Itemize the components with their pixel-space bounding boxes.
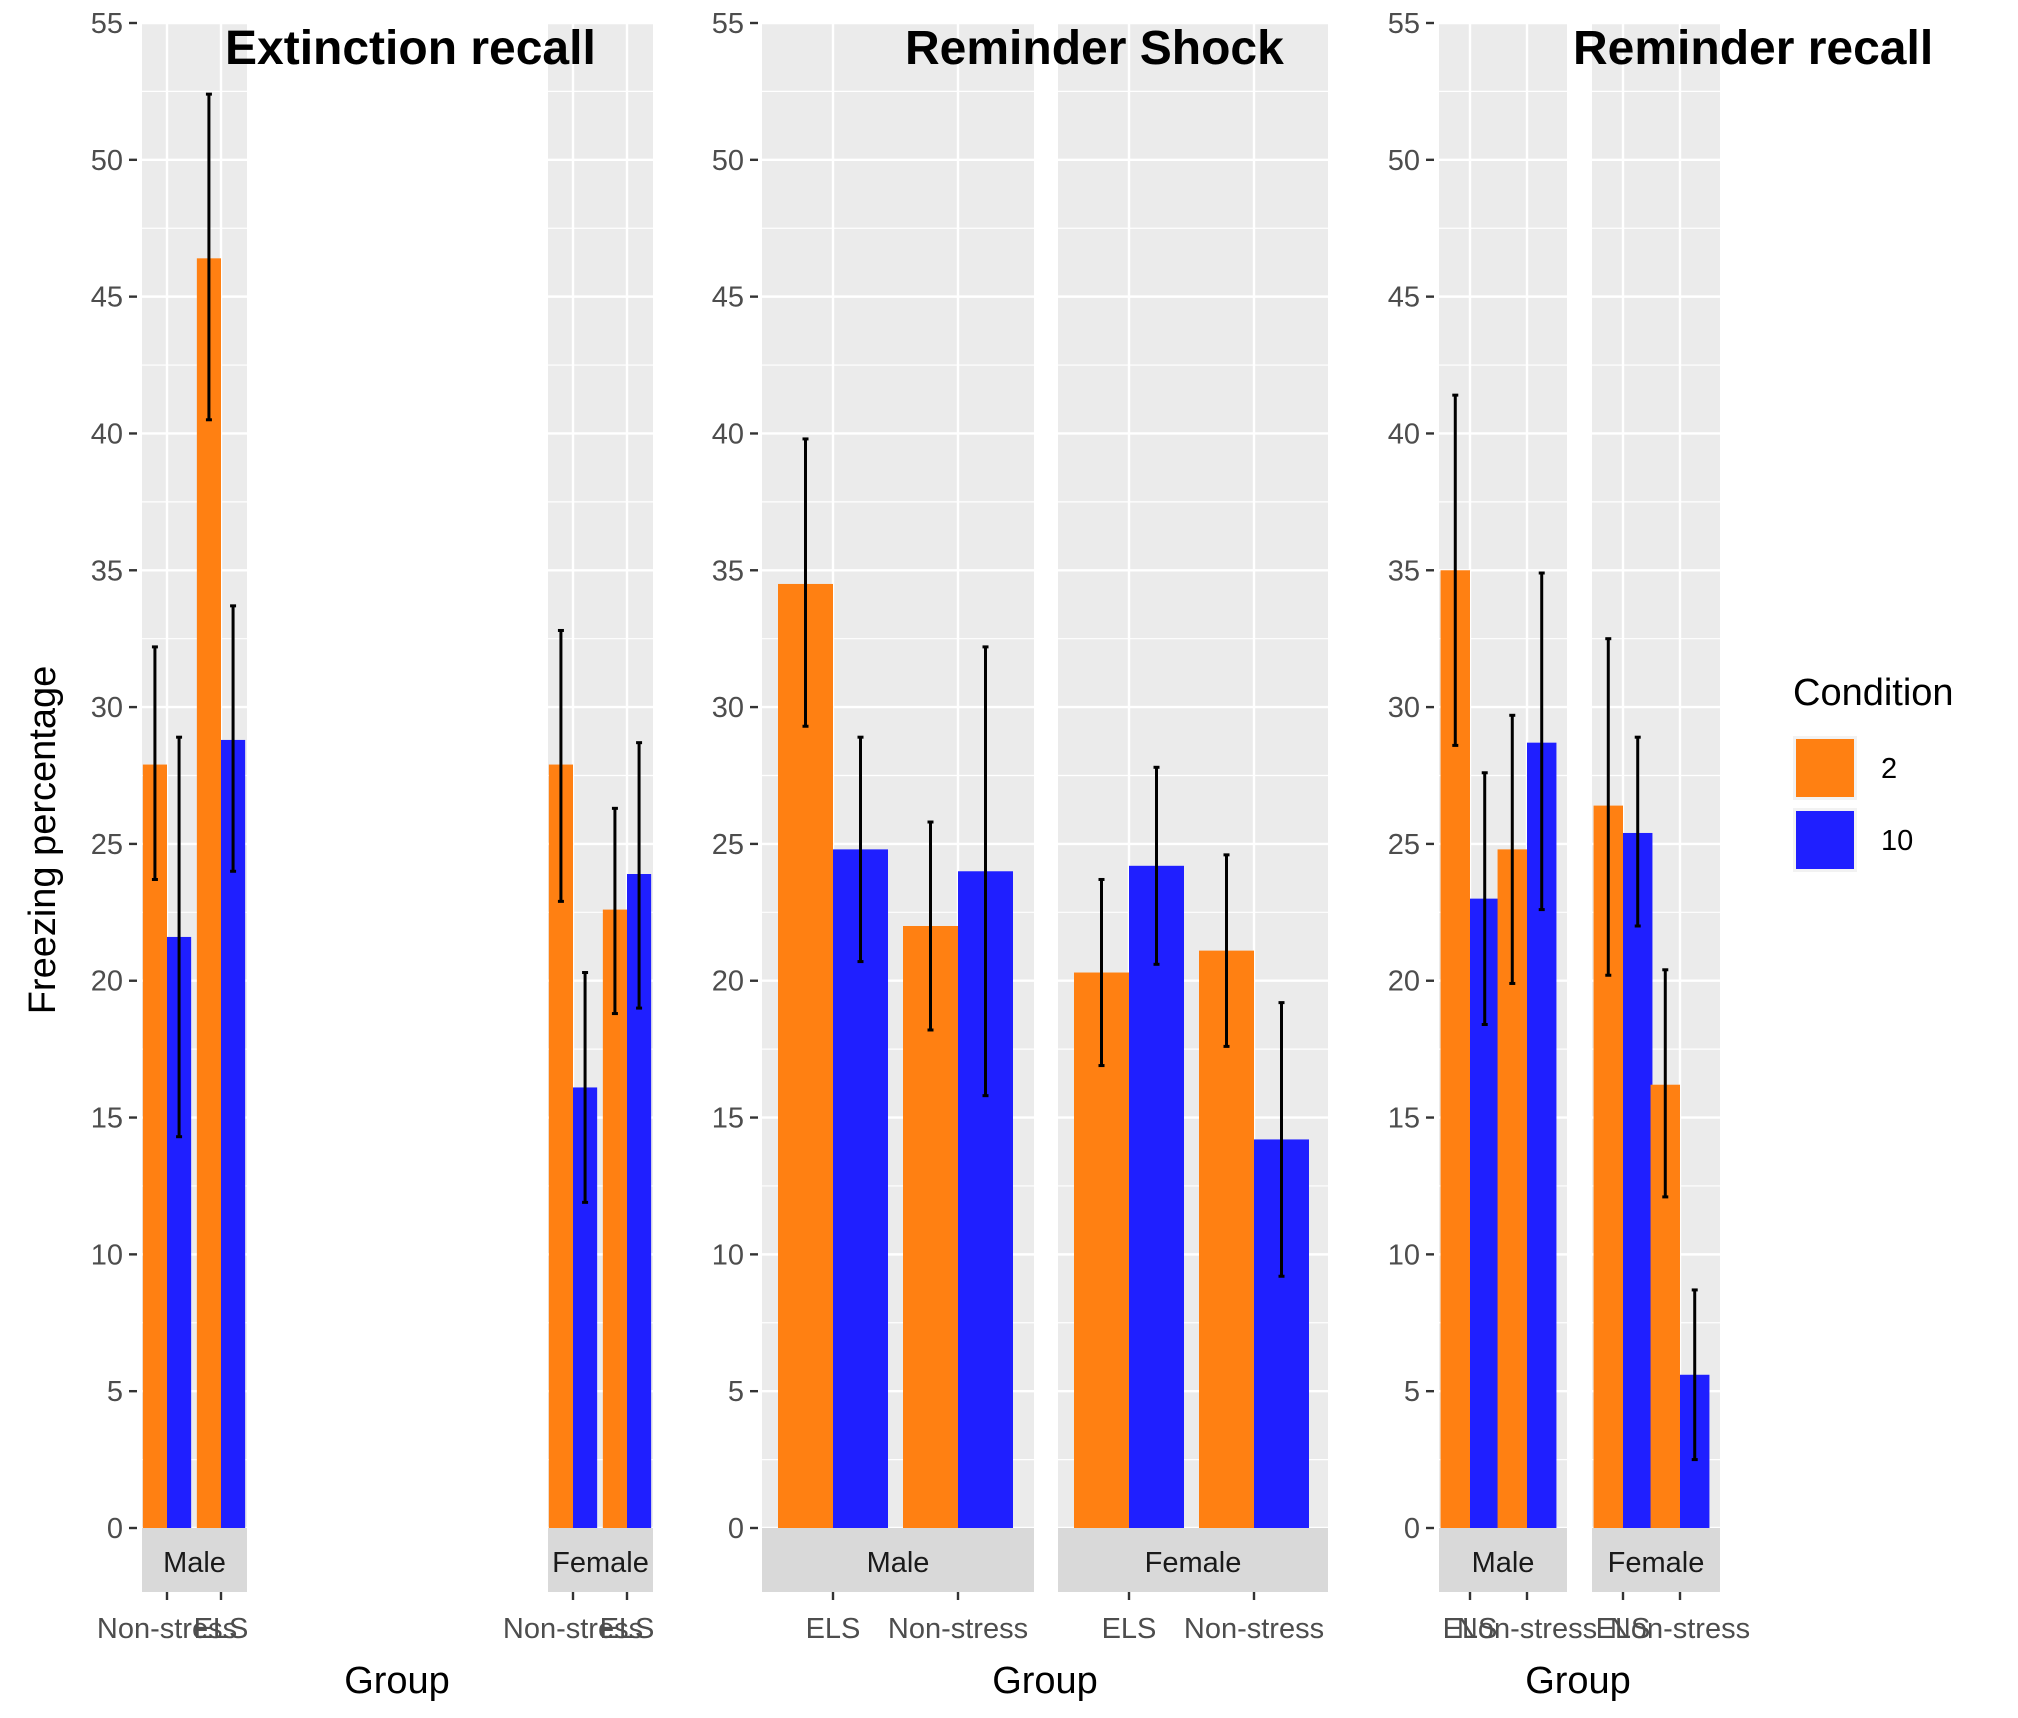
y-tick-label: 20 bbox=[712, 966, 744, 998]
y-tick-label: 35 bbox=[91, 555, 123, 587]
y-tick-label: 55 bbox=[91, 8, 123, 40]
facet-strip bbox=[1592, 1528, 1720, 1592]
y-tick-label: 30 bbox=[91, 692, 123, 724]
bar bbox=[1129, 865, 1184, 1528]
y-tick-label: 5 bbox=[728, 1376, 744, 1408]
legend-label: 2 bbox=[1881, 753, 1897, 785]
panels-layer: MaleNon-stressELSFemaleNon-stressELS0510… bbox=[91, 8, 1933, 1702]
x-tick-label: ELS bbox=[1102, 1613, 1157, 1645]
facet-strip bbox=[142, 1528, 247, 1592]
y-tick-label: 15 bbox=[1388, 1103, 1420, 1135]
facet-female: Female ELS Non-stress bbox=[1058, 21, 1328, 1645]
bar bbox=[1623, 832, 1653, 1528]
y-tick-label: 5 bbox=[1404, 1376, 1420, 1408]
y-tick-label: 15 bbox=[91, 1103, 123, 1135]
y-tick-label: 10 bbox=[1388, 1239, 1420, 1271]
y-tick-label: 40 bbox=[712, 418, 744, 450]
y-tick-label: 20 bbox=[91, 966, 123, 998]
facet-strip bbox=[762, 1528, 1034, 1592]
x-tick-label: ELS bbox=[1443, 1613, 1498, 1645]
y-tick-label: 45 bbox=[1388, 282, 1420, 314]
x-tick-label: Non-stress bbox=[1610, 1613, 1750, 1645]
y-tick-label: 10 bbox=[91, 1239, 123, 1271]
y-tick-label: 50 bbox=[91, 145, 123, 177]
facet-label: Female bbox=[1608, 1547, 1705, 1579]
x-tick-label: ELS bbox=[194, 1613, 249, 1645]
y-tick-label: 10 bbox=[712, 1239, 744, 1271]
panel-title: Reminder recall bbox=[1573, 22, 1933, 75]
y-tick-label: 25 bbox=[91, 829, 123, 861]
y-tick-label: 50 bbox=[712, 145, 744, 177]
x-tick-label: ELS bbox=[806, 1613, 861, 1645]
y-tick-label: 0 bbox=[107, 1513, 123, 1545]
bar bbox=[196, 258, 221, 1528]
y-tick-label: 50 bbox=[1388, 145, 1420, 177]
y-tick-label: 35 bbox=[712, 555, 744, 587]
y-tick-label: 0 bbox=[1404, 1513, 1420, 1545]
x-tick-label: Non-stress bbox=[1457, 1613, 1597, 1645]
y-tick-label: 55 bbox=[1388, 8, 1420, 40]
y-tick-label: 30 bbox=[712, 692, 744, 724]
panel-title: Extinction recall bbox=[225, 22, 596, 75]
legend: Condition 2 10 bbox=[1793, 672, 1954, 872]
y-tick-label: 45 bbox=[91, 282, 123, 314]
y-tick-label: 25 bbox=[1388, 829, 1420, 861]
facet-label: Male bbox=[1472, 1547, 1535, 1579]
legend-key-2 bbox=[1796, 739, 1854, 797]
y-tick-label: 30 bbox=[1388, 692, 1420, 724]
panel-3: MaleELSNon-stressFemaleELSNon-stress0510… bbox=[1388, 8, 1933, 1702]
y-tick-label: 45 bbox=[712, 282, 744, 314]
facet-strip bbox=[1058, 1528, 1328, 1592]
x-tick-label: ELS bbox=[1596, 1613, 1651, 1645]
x-axis-title: Group bbox=[344, 1660, 450, 1702]
facet-label: Male bbox=[163, 1547, 226, 1579]
facet-male: Male ELS Non-stress bbox=[762, 21, 1034, 1645]
facet-label: Male bbox=[867, 1547, 930, 1579]
y-tick-label: 55 bbox=[712, 8, 744, 40]
y-tick-label: 25 bbox=[712, 829, 744, 861]
facet-strip bbox=[548, 1528, 653, 1592]
legend-label: 10 bbox=[1881, 825, 1913, 857]
y-tick-label: 40 bbox=[1388, 418, 1420, 450]
y-tick-label: 0 bbox=[728, 1513, 744, 1545]
legend-key-10 bbox=[1796, 811, 1854, 869]
x-tick-label: Non-stress bbox=[888, 1613, 1028, 1645]
facet-strip bbox=[1439, 1528, 1567, 1592]
bar bbox=[778, 583, 833, 1528]
x-axis-title: Group bbox=[992, 1660, 1098, 1702]
panel-2: Male ELS Non-stress Female ELS Non-stress 0 5 10… bbox=[712, 8, 1328, 1702]
y-axis-title: Freezing percentage bbox=[22, 666, 64, 1015]
facet-label: Female bbox=[1145, 1547, 1242, 1579]
x-tick-label: Non-stress bbox=[503, 1613, 643, 1645]
y-tick-label: 5 bbox=[107, 1376, 123, 1408]
x-axis-title: Group bbox=[1525, 1660, 1631, 1702]
bar bbox=[142, 764, 167, 1528]
legend-title: Condition bbox=[1793, 672, 1954, 714]
x-tick-label: ELS bbox=[600, 1613, 655, 1645]
facet-label: Female bbox=[552, 1547, 649, 1579]
y-tick-label: 15 bbox=[712, 1103, 744, 1135]
y-tick-label: 20 bbox=[1388, 966, 1420, 998]
x-tick-label: Non-stress bbox=[1184, 1613, 1324, 1645]
x-tick-label: Non-stress bbox=[97, 1613, 237, 1645]
panel-1: MaleNon-stressELSFemaleNon-stressELS0510… bbox=[91, 8, 655, 1702]
panel-title: Reminder Shock bbox=[905, 22, 1284, 75]
y-tick-label: 40 bbox=[91, 418, 123, 450]
y-tick-label: 35 bbox=[1388, 555, 1420, 587]
